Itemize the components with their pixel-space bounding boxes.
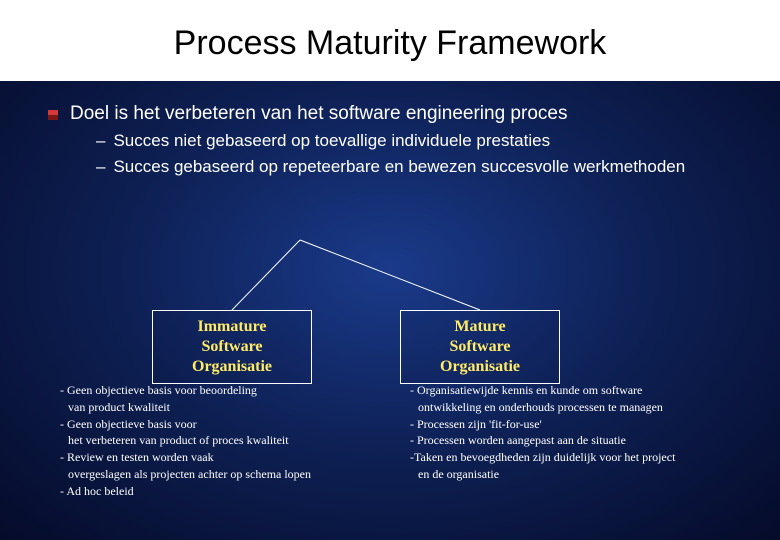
slide-title: Process Maturity Framework — [0, 0, 780, 81]
content-area: Doel is het verbeteren van het software … — [0, 81, 780, 177]
dash-icon: – — [96, 157, 105, 177]
mature-details: - Organisatiewijde kennis en kunde om so… — [410, 382, 740, 483]
mature-box: Mature Software Organisatie — [400, 310, 560, 384]
detail-line: overgeslagen als projecten achter op sch… — [60, 466, 370, 483]
box-line: Mature — [411, 317, 549, 337]
sub-bullet-text: Succes gebaseerd op repeteerbare en bewe… — [113, 157, 685, 177]
detail-line: het verbeteren van product of proces kwa… — [60, 432, 370, 449]
detail-line: -Taken en bevoegdheden zijn duidelijk vo… — [410, 449, 740, 466]
detail-line: - Review en testen worden vaak — [60, 449, 370, 466]
detail-line: - Processen worden aangepast aan de situ… — [410, 432, 740, 449]
sub-bullet-row: – Succes niet gebaseerd op toevallige in… — [0, 131, 780, 151]
detail-line: - Geen objectieve basis voor beoordeling — [60, 382, 370, 399]
immature-details: - Geen objectieve basis voor beoordeling… — [60, 382, 370, 500]
detail-line: - Geen objectieve basis voor — [60, 416, 370, 433]
square-bullet-icon — [48, 110, 58, 120]
box-line: Software — [411, 337, 549, 357]
box-line: Immature — [163, 317, 301, 337]
detail-line: - Ad hoc beleid — [60, 483, 370, 500]
detail-line: van product kwaliteit — [60, 399, 370, 416]
box-line: Organisatie — [411, 357, 549, 377]
immature-box: Immature Software Organisatie — [152, 310, 312, 384]
sub-bullet-text: Succes niet gebaseerd op toevallige indi… — [113, 131, 550, 151]
detail-line: - Organisatiewijde kennis en kunde om so… — [410, 382, 740, 399]
detail-line: ontwikkeling en onderhouds processen te … — [410, 399, 740, 416]
box-line: Software — [163, 337, 301, 357]
dash-icon: – — [96, 131, 105, 151]
detail-line: - Processen zijn 'fit-for-use' — [410, 416, 740, 433]
detail-line: en de organisatie — [410, 466, 740, 483]
main-bullet-text: Doel is het verbeteren van het software … — [70, 103, 567, 125]
main-bullet-row: Doel is het verbeteren van het software … — [0, 103, 780, 125]
box-line: Organisatie — [163, 357, 301, 377]
sub-bullet-row: – Succes gebaseerd op repeteerbare en be… — [0, 157, 780, 177]
